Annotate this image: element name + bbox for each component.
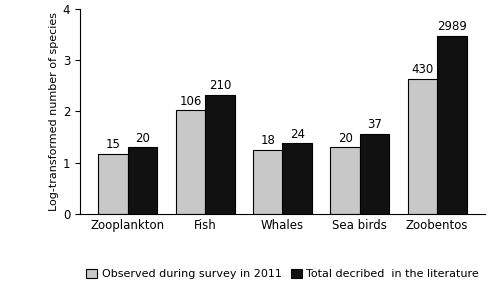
Bar	[330, 147, 360, 214]
Text: 15: 15	[106, 138, 120, 151]
Bar	[205, 95, 234, 214]
Bar	[98, 154, 128, 214]
Text: 106: 106	[180, 94, 202, 108]
Bar	[253, 150, 282, 214]
Text: 37: 37	[367, 118, 382, 131]
Text: 20: 20	[135, 132, 150, 145]
Bar	[437, 36, 466, 214]
Bar	[408, 79, 437, 214]
Y-axis label: Log-transformed number of species: Log-transformed number of species	[48, 12, 58, 211]
Text: 20: 20	[338, 132, 352, 145]
Text: 18: 18	[260, 134, 275, 147]
Bar	[176, 110, 205, 214]
Bar	[282, 143, 312, 214]
Bar	[128, 147, 157, 214]
Bar	[360, 134, 389, 214]
Text: 430: 430	[412, 63, 434, 76]
Text: 24: 24	[290, 128, 304, 140]
Legend: Observed during survey in 2011, Total decribed  in the literature: Observed during survey in 2011, Total de…	[82, 265, 483, 284]
Text: 2989: 2989	[437, 20, 467, 33]
Text: 210: 210	[208, 79, 231, 92]
